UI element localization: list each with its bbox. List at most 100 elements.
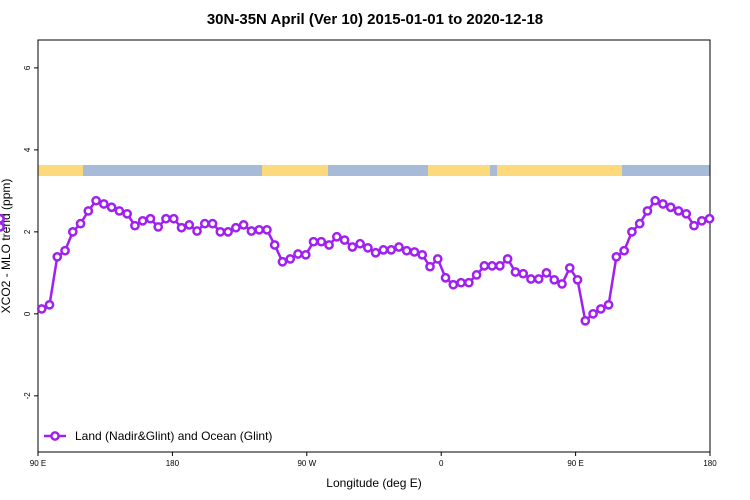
data-point [161, 213, 171, 224]
x-tick-label: 0 [439, 459, 444, 468]
data-point [67, 227, 78, 237]
data-point [627, 227, 637, 237]
x-tick-label: 90 E [567, 459, 583, 468]
data-point [681, 208, 692, 219]
land-band [497, 165, 622, 176]
data-point [502, 254, 513, 264]
data-point [378, 245, 389, 255]
data-point [308, 236, 319, 247]
y-tick-label: 0 [23, 311, 32, 316]
data-point [199, 218, 210, 229]
data-point [689, 220, 699, 231]
data-point [207, 218, 218, 229]
data-point [588, 308, 598, 319]
data-point [549, 274, 560, 285]
data-point [355, 238, 365, 249]
data-point [0, 213, 5, 224]
data-point [106, 202, 117, 213]
data-point [269, 240, 280, 250]
chart-title: 30N-35N April (Ver 10) 2015-01-01 to 202… [207, 11, 543, 28]
data-point [91, 195, 101, 206]
data-point [526, 274, 536, 284]
data-point [238, 220, 249, 230]
data-point [479, 261, 490, 271]
data-point [386, 245, 397, 255]
data-point [363, 242, 373, 253]
data-point [145, 213, 156, 224]
y-axis-label: XCO2 - MLO trend (ppm) [0, 179, 13, 314]
data-point [619, 245, 629, 256]
data-point [36, 304, 47, 314]
data-point [277, 256, 288, 267]
data-point [137, 215, 148, 226]
data-point [339, 235, 350, 245]
data-point [184, 220, 195, 230]
data-point [300, 249, 311, 260]
data-point [658, 199, 668, 209]
x-tick-label: 90 E [30, 459, 46, 468]
data-point [370, 247, 381, 258]
data-point [572, 274, 583, 285]
data-point [564, 263, 575, 273]
data-point [176, 222, 187, 233]
data-point [665, 202, 676, 213]
data-point [456, 277, 466, 288]
data-point [673, 206, 684, 216]
y-tick-label: 6 [23, 65, 32, 70]
x-tick-label: 180 [166, 459, 180, 468]
data-point [44, 299, 55, 310]
land-band [428, 165, 490, 176]
data-point [650, 195, 661, 206]
data-point [293, 249, 303, 259]
data-point [168, 213, 179, 224]
data-point [541, 268, 552, 278]
data-point [425, 261, 435, 272]
data-point [533, 274, 544, 284]
data-point [448, 279, 459, 290]
x-tick-label: 180 [703, 459, 717, 468]
data-point [440, 272, 451, 283]
data-point [642, 206, 653, 216]
data-point [634, 218, 645, 229]
data-point [518, 268, 529, 279]
y-tick-label: 4 [23, 147, 32, 152]
legend-label: Land (Nadir&Glint) and Ocean (Glint) [75, 429, 272, 443]
data-point [114, 206, 125, 216]
data-point [316, 236, 327, 247]
data-point [60, 245, 70, 256]
data-point [192, 226, 202, 236]
x-axis-label: Longitude (deg E) [326, 476, 421, 490]
plot-frame [37, 39, 711, 453]
data-point [83, 206, 94, 216]
data-point [324, 240, 334, 250]
land-band [38, 165, 83, 176]
data-point [130, 220, 140, 231]
data-point [254, 224, 265, 235]
y-tick-label: 2 [23, 229, 32, 234]
data-point [153, 222, 164, 232]
data-point [595, 304, 606, 314]
data-point [331, 231, 342, 242]
data-point [696, 215, 707, 226]
data-point [603, 299, 614, 310]
ocean-band [38, 165, 710, 176]
data-point [471, 270, 482, 280]
data-point [122, 208, 133, 219]
data-point [285, 254, 296, 264]
y-tick-label: -2 [23, 392, 32, 400]
data-point [487, 261, 497, 271]
data-point [75, 218, 86, 229]
data-point [347, 242, 358, 252]
data-point [580, 315, 591, 326]
data-point [394, 242, 404, 252]
data-point [231, 222, 241, 233]
data-point [0, 222, 5, 232]
data-point [401, 245, 412, 256]
data-point [215, 227, 226, 237]
land-ocean-band [38, 165, 710, 176]
land-band [262, 165, 328, 176]
data-point [432, 254, 443, 264]
legend-marker [50, 431, 60, 441]
data-point [52, 252, 63, 262]
